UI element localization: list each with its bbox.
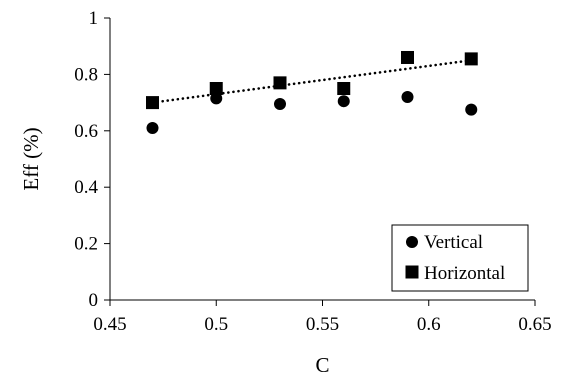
data-point-vertical (401, 90, 414, 103)
y-tick-label: 0.2 (74, 234, 98, 255)
y-axis-label: Eff (%) (19, 127, 43, 190)
data-point-horizontal (209, 82, 223, 95)
x-tick-label: 0.65 (518, 314, 551, 335)
data-point-vertical (274, 98, 286, 111)
data-point-vertical (210, 92, 223, 105)
legend-marker-horizontal (405, 265, 419, 279)
data-point-vertical (465, 103, 478, 116)
data-point-horizontal (146, 96, 159, 110)
marker-layer (146, 50, 478, 134)
legend-label-vertical: Vertical (424, 232, 483, 253)
x-tick-label: 0.55 (306, 314, 339, 335)
y-tick-label: 0.6 (74, 121, 98, 142)
data-point-horizontal (273, 76, 287, 90)
legend-box (391, 224, 529, 292)
data-point-vertical (337, 95, 350, 108)
x-axis-label: C (315, 353, 329, 377)
tick-layer: 0 0.2 0.4 0.6 0.8 1 0.45 0.5 0.55 0.6 0.65 (74, 8, 551, 335)
legend: Vertical Horizontal (391, 224, 529, 292)
x-tick-label: 0.45 (93, 314, 126, 335)
y-tick-label: 0.4 (74, 177, 98, 198)
trendline-layer (151, 58, 473, 104)
legend-marker-vertical (406, 236, 418, 248)
trendline (151, 58, 473, 104)
data-point-horizontal (337, 82, 351, 95)
legend-label-horizontal: Horizontal (424, 263, 505, 284)
y-tick-label: 0.8 (74, 64, 98, 85)
x-tick-label: 0.5 (204, 314, 228, 335)
data-point-horizontal (401, 50, 414, 64)
y-tick-label: 0 (89, 290, 99, 311)
data-point-vertical (146, 121, 159, 134)
data-point-horizontal (464, 52, 478, 66)
x-tick-label: 0.6 (417, 314, 441, 335)
y-tick-label: 1 (89, 8, 99, 29)
